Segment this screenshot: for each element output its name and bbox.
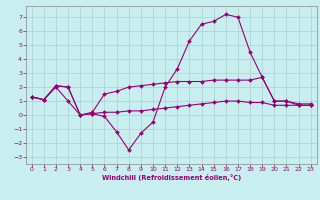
X-axis label: Windchill (Refroidissement éolien,°C): Windchill (Refroidissement éolien,°C) (101, 174, 241, 181)
